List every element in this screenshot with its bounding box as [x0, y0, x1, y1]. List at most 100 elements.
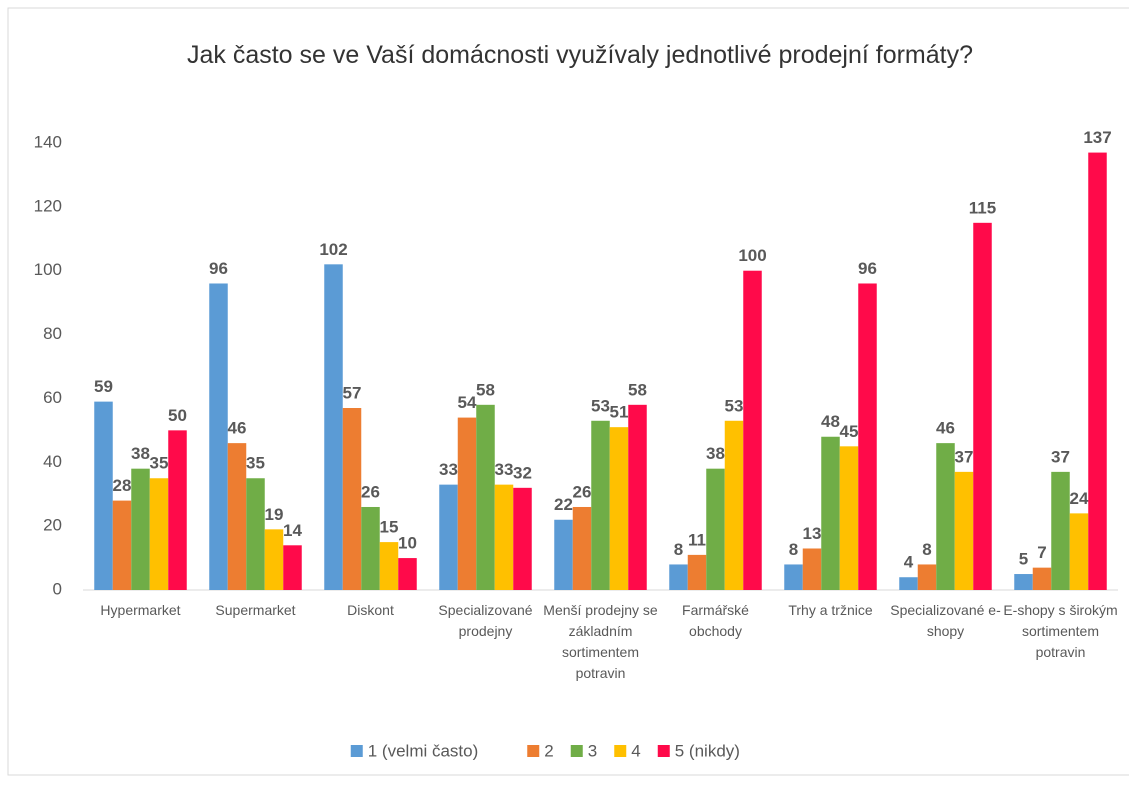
- bar: [1088, 152, 1107, 591]
- x-tick-label: Menší prodejny se základním sortimentem …: [543, 602, 658, 681]
- bar: [628, 404, 647, 590]
- bar: [94, 401, 113, 590]
- x-tick-label: Supermarket: [215, 602, 296, 618]
- bar: [283, 545, 302, 590]
- data-label: 8: [789, 540, 798, 559]
- data-label: 26: [361, 482, 380, 501]
- data-label: 57: [343, 383, 362, 402]
- data-label: 4: [904, 553, 914, 572]
- bar: [706, 468, 725, 590]
- data-label: 59: [94, 377, 113, 396]
- bar: [494, 484, 514, 590]
- data-label: 37: [955, 447, 974, 466]
- bar: [361, 506, 380, 590]
- legend-label: 1 (velmi často): [368, 741, 479, 760]
- bar: [572, 506, 592, 590]
- y-tick-label: 100: [34, 260, 62, 279]
- data-label: 51: [610, 403, 629, 422]
- bar: [802, 548, 822, 590]
- bar: [439, 484, 458, 590]
- bar: [112, 500, 132, 590]
- y-tick-label: 140: [34, 132, 62, 151]
- bar: [687, 554, 707, 590]
- bar: [821, 436, 840, 590]
- chart-title: Jak často se ve Vaší domácnosti využíval…: [186, 41, 974, 69]
- data-label: 24: [1070, 489, 1089, 508]
- data-label: 35: [150, 454, 169, 473]
- legend-label: 5 (nikdy): [675, 741, 740, 760]
- bar: [131, 468, 150, 590]
- y-tick-label: 20: [43, 516, 62, 535]
- data-label: 37: [1051, 447, 1070, 466]
- y-tick-label: 40: [43, 452, 62, 471]
- data-label: 102: [319, 240, 347, 259]
- legend-label: 4: [631, 741, 640, 760]
- legend-label: 2: [544, 741, 553, 760]
- data-label: 5: [1019, 550, 1028, 569]
- bar: [457, 417, 477, 590]
- legend-swatch: [527, 745, 540, 757]
- data-label: 100: [738, 246, 766, 265]
- data-label: 96: [858, 259, 877, 278]
- data-label: 28: [113, 476, 132, 495]
- data-label: 14: [283, 521, 302, 540]
- data-label: 58: [628, 380, 647, 399]
- data-label: 54: [458, 393, 477, 412]
- chart-border: [7, 7, 1129, 776]
- x-tick-label: Specializované e-shopy: [890, 602, 1001, 639]
- data-label: 35: [246, 454, 265, 473]
- bar: [1051, 471, 1070, 590]
- bar: [398, 558, 417, 590]
- bar: [899, 577, 918, 590]
- data-label: 46: [936, 419, 955, 438]
- bar: [954, 471, 974, 590]
- bar: [936, 443, 955, 590]
- bar: [513, 487, 532, 590]
- data-label: 8: [674, 540, 683, 559]
- legend-swatch: [570, 745, 583, 757]
- data-label: 137: [1083, 128, 1111, 147]
- x-tick-label: Farmářské obchody: [682, 602, 749, 639]
- data-label: 53: [591, 396, 610, 415]
- bar: [917, 564, 937, 590]
- x-tick-label: E-shopy s širokým sortimentem potravin: [1003, 602, 1118, 660]
- y-tick-label: 0: [53, 579, 62, 598]
- x-tick-label: Diskont: [347, 602, 394, 618]
- bar: [973, 222, 992, 591]
- data-label: 10: [398, 534, 417, 553]
- data-label: 19: [265, 505, 284, 524]
- bar: [264, 529, 284, 590]
- x-tick-label: Specializované prodejny: [438, 602, 533, 639]
- bar: [342, 408, 362, 590]
- legend-swatch: [614, 745, 627, 757]
- data-label: 32: [513, 463, 532, 482]
- data-label: 46: [228, 419, 247, 438]
- data-label: 11: [688, 530, 706, 549]
- bar: [379, 542, 399, 590]
- bar: [591, 420, 610, 590]
- bar: [168, 430, 187, 590]
- data-label: 115: [969, 198, 996, 217]
- bar: [209, 283, 228, 590]
- x-tick-label: Hypermarket: [100, 602, 181, 618]
- data-label: 53: [725, 396, 744, 415]
- x-tick-label: Trhy a tržnice: [788, 602, 873, 618]
- data-label: 33: [439, 460, 458, 479]
- y-tick-label: 120: [34, 196, 62, 215]
- bar: [1069, 513, 1089, 590]
- y-tick-label: 60: [43, 388, 62, 407]
- data-label: 50: [168, 406, 187, 425]
- data-label: 58: [476, 380, 495, 399]
- data-label: 8: [922, 540, 931, 559]
- data-label: 22: [554, 495, 573, 514]
- data-label: 45: [840, 422, 859, 441]
- bar: [1032, 567, 1052, 590]
- bar: [246, 478, 265, 590]
- bar: [324, 264, 343, 590]
- legend-swatch: [657, 745, 670, 757]
- data-label: 26: [573, 482, 592, 501]
- legend-label: 3: [588, 741, 597, 760]
- bar: [554, 519, 573, 590]
